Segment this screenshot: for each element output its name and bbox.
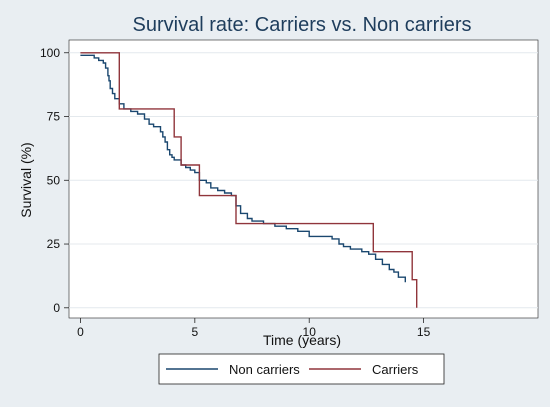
x-tick-label: 15	[417, 325, 431, 339]
y-axis-label: Survival (%)	[18, 142, 34, 217]
legend-label: Non carriers	[229, 362, 300, 377]
axes: 0 25 50 75 100 0 5 10 15	[40, 46, 431, 339]
series-lines	[80, 52, 418, 308]
x-tick-label: 10	[303, 325, 317, 339]
y-tick-label: 75	[47, 110, 61, 124]
legend-label: Carriers	[372, 362, 419, 377]
x-axis-label: Time (years)	[263, 332, 341, 348]
y-tick-label: 100	[40, 46, 60, 60]
y-tick-label: 0	[53, 301, 60, 315]
plot-area	[68, 39, 539, 319]
x-tick-label: 0	[77, 325, 84, 339]
legend: Non carriers Carriers	[158, 353, 445, 385]
series-line-non-carriers	[80, 54, 406, 283]
y-tick-label: 50	[47, 173, 61, 187]
series-line-carriers	[80, 52, 418, 308]
x-tick-label: 5	[191, 325, 198, 339]
grid-lines	[69, 52, 538, 309]
y-tick-label: 25	[47, 237, 61, 251]
chart-title: Survival rate: Carriers vs. Non carriers	[133, 14, 472, 36]
